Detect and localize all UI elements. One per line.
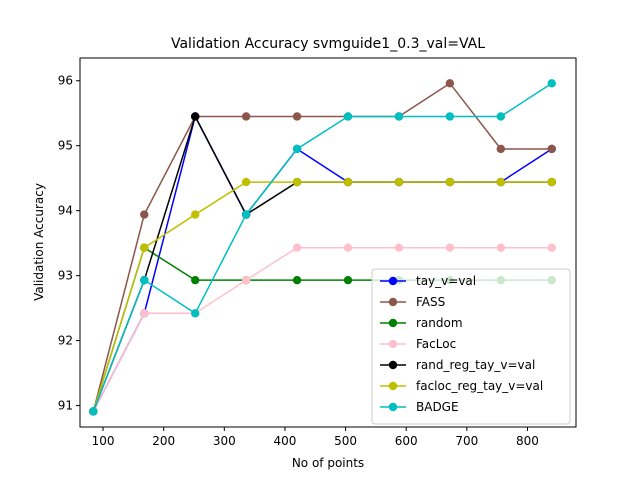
plot-frame	[79, 57, 577, 428]
y-tick-label: 93	[58, 269, 73, 283]
legend-label: FacLoc	[416, 337, 456, 351]
series-badge	[89, 79, 556, 416]
data-point	[496, 177, 506, 187]
data-point	[140, 309, 149, 318]
legend-marker	[388, 339, 398, 349]
legend-label: rand_reg_tay_v=val	[416, 358, 535, 372]
data-point	[140, 275, 149, 285]
y-axis-label: Validation Accuracy	[32, 183, 46, 301]
data-point	[394, 112, 404, 121]
y-tick-label: 92	[58, 334, 73, 348]
data-point	[445, 177, 455, 187]
y-tick-label: 95	[58, 139, 73, 153]
data-point	[343, 275, 353, 285]
legend-label: tay_v=val	[416, 274, 476, 288]
series-facloc-reg-tay-v-val	[89, 177, 556, 416]
x-tick-label: 700	[455, 434, 478, 448]
legend-item: facloc_reg_tay_v=val	[380, 379, 543, 393]
data-point	[394, 243, 404, 252]
y-tick-label: 96	[58, 74, 73, 88]
series-line	[92, 181, 552, 412]
legend-label: random	[416, 316, 463, 330]
x-tick-label: 600	[395, 434, 418, 448]
series-line	[92, 82, 553, 412]
data-point	[547, 177, 556, 187]
data-point	[292, 112, 302, 121]
legend: tay_v=val FASS random FacLoc rand_reg_tay_v=…	[371, 268, 571, 425]
data-point	[394, 177, 404, 187]
data-point	[547, 243, 556, 252]
data-point	[140, 243, 149, 252]
series-layer	[89, 79, 556, 416]
data-point	[496, 112, 506, 121]
data-point	[191, 112, 200, 121]
legend-label: BADGE	[416, 400, 459, 414]
legend-marker	[388, 318, 398, 328]
data-point	[191, 275, 200, 285]
data-point	[191, 309, 200, 318]
data-point	[496, 243, 506, 252]
legend-label: FASS	[416, 295, 445, 309]
data-point	[547, 144, 556, 154]
series-line	[92, 246, 552, 412]
x-tick-label: 300	[213, 434, 236, 448]
x-tick-label: 100	[92, 434, 115, 448]
x-tick-label: 200	[152, 434, 175, 448]
data-point	[89, 407, 98, 416]
legend-label: facloc_reg_tay_v=val	[416, 379, 543, 393]
data-point	[445, 243, 455, 252]
data-point	[191, 210, 200, 219]
data-point	[292, 243, 302, 252]
data-point	[241, 210, 251, 219]
data-point	[343, 177, 353, 187]
x-axis-label: No of points	[292, 456, 364, 470]
legend-item: FacLoc	[380, 337, 456, 351]
x-tick-label: 400	[273, 434, 296, 448]
legend-marker	[388, 360, 398, 370]
legend-item: BADGE	[380, 400, 459, 414]
data-point	[292, 144, 302, 154]
legend-item: rand_reg_tay_v=val	[380, 358, 535, 372]
data-point	[292, 275, 302, 285]
data-point	[445, 79, 455, 88]
legend-marker	[388, 297, 398, 307]
data-point	[496, 144, 506, 154]
data-point	[140, 210, 149, 219]
data-point	[343, 243, 353, 252]
y-tick-label: 94	[58, 204, 73, 218]
ticks-layer: 100 200 300 400 500 600 700 800 91 92 93 94 95 96	[58, 74, 539, 448]
x-tick-label: 500	[334, 434, 357, 448]
legend-marker	[388, 381, 398, 391]
legend-marker	[388, 402, 398, 412]
legend-item: tay_v=val	[380, 274, 476, 288]
y-tick-label: 91	[58, 399, 73, 413]
x-tick-label: 800	[516, 434, 539, 448]
data-point	[241, 275, 251, 285]
legend-item: FASS	[380, 295, 445, 309]
chart-title: Validation Accuracy svmguide1_0.3_val=VA…	[171, 36, 485, 52]
legend-box	[371, 268, 571, 425]
data-point	[547, 79, 556, 88]
data-point	[241, 177, 251, 187]
data-point	[445, 112, 455, 121]
data-point	[292, 177, 302, 187]
legend-item: random	[380, 316, 463, 330]
data-point	[241, 112, 251, 121]
legend-marker	[388, 276, 398, 286]
data-point	[343, 112, 353, 121]
